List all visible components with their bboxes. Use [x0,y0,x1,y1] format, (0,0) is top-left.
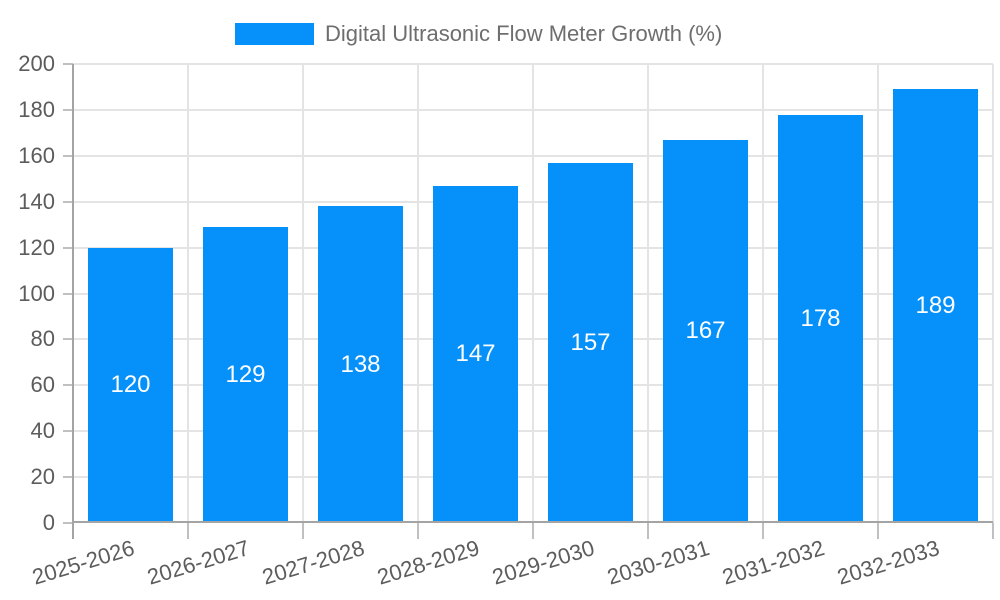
y-tick-label: 80 [30,326,55,352]
y-tick-label: 0 [42,510,55,535]
x-gridline [187,64,189,523]
x-tick-label: 2028-2029 [374,535,483,590]
x-tick-mark [992,523,994,539]
y-tick-mark [63,154,73,157]
bar[interactable]: 157 [548,162,633,523]
x-tick-mark [302,523,304,539]
bar-value-label: 138 [340,350,381,378]
y-tick-label: 40 [30,418,55,444]
y-tick-mark [63,246,73,249]
x-tick-label: 2030-2031 [604,535,713,590]
y-tick-label: 200 [18,51,55,76]
y-tick-label: 160 [18,142,55,168]
x-axis-line [73,521,993,523]
legend: Digital Ultrasonic Flow Meter Growth (%) [235,21,722,47]
x-tick-mark [762,523,764,539]
x-tick-mark [647,523,649,539]
y-tick-label: 120 [18,234,55,260]
bar[interactable]: 147 [433,185,518,523]
bar[interactable]: 189 [893,89,978,523]
legend-item[interactable]: Digital Ultrasonic Flow Meter Growth (%) [235,21,722,47]
y-tick-mark [63,338,73,341]
x-tick-mark [532,523,534,539]
x-tick-label: 2031-2032 [719,535,828,590]
x-gridline [647,64,649,523]
bar[interactable]: 167 [663,139,748,523]
bar[interactable]: 178 [778,114,863,523]
y-tick-mark [63,522,73,524]
bar[interactable]: 120 [88,247,173,523]
x-tick-label: 2029-2030 [489,535,598,590]
legend-label: Digital Ultrasonic Flow Meter Growth (%) [325,21,723,46]
x-gridline [302,64,304,523]
x-tick-label: 2025-2026 [29,535,138,590]
x-tick-label: 2026-2027 [144,535,253,590]
x-gridline [992,64,994,523]
y-tick-mark [63,384,73,387]
x-tick-mark [417,523,419,539]
x-tick-label: 2032-2033 [834,535,943,590]
x-tick-mark [187,523,189,539]
x-gridline [532,64,534,523]
y-tick-mark [63,430,73,433]
y-tick-label: 180 [18,96,55,122]
bar-value-label: 157 [570,328,611,356]
y-axis-line [72,64,74,539]
y-tick-mark [63,108,73,111]
bar-value-label: 167 [685,317,726,345]
y-tick-label: 20 [30,464,55,490]
bar-value-label: 120 [110,371,151,399]
bar[interactable]: 138 [318,206,403,523]
bar-value-label: 178 [800,304,841,332]
plot-area: 120 129 138 147 157 167 178 189 [73,63,994,523]
x-gridline [762,64,764,523]
bar-value-label: 189 [915,292,956,320]
bar-value-label: 129 [225,360,266,388]
y-tick-label: 100 [18,280,55,306]
y-tick-mark [63,200,73,203]
y-tick-label: 140 [18,188,55,214]
y-tick-label: 60 [30,372,55,398]
x-gridline [877,64,879,523]
x-gridline [417,64,419,523]
x-tick-label: 2027-2028 [259,535,368,590]
y-tick-mark [63,292,73,295]
y-tick-mark [63,63,73,65]
bar-value-label: 147 [455,340,496,368]
y-tick-mark [63,476,73,479]
bar[interactable]: 129 [203,226,288,523]
legend-color-swatch [235,23,314,45]
x-tick-mark [877,523,879,539]
